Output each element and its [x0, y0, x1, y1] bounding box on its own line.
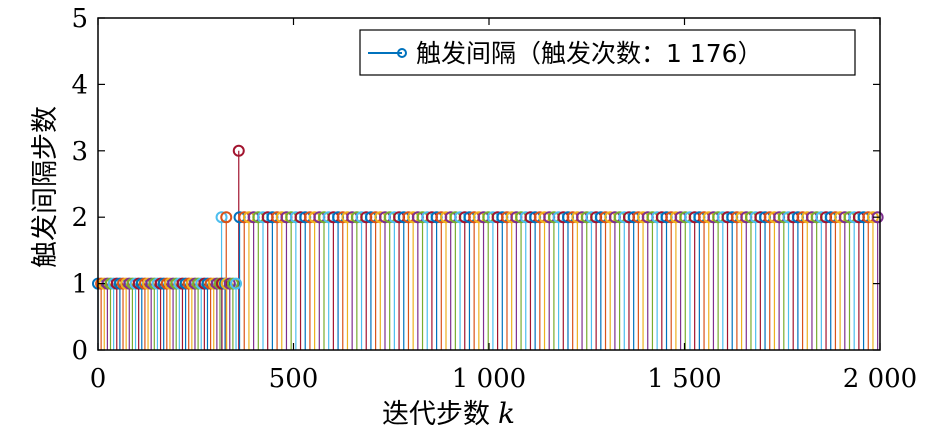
y-tick-label: 1: [71, 270, 88, 300]
x-tick-label: 2 000: [843, 364, 917, 394]
y-tick-label: 3: [71, 137, 88, 167]
stem-marker: [230, 277, 243, 290]
legend: 触发间隔（触发次数：1 176）: [359, 29, 856, 76]
y-tick-labels: 0 1 2 3 4 5: [71, 4, 88, 366]
x-tick-label: 0: [90, 364, 107, 394]
x-axis-label-variable: k: [498, 397, 515, 430]
stem-series: [92, 144, 884, 350]
stem-marker: [215, 211, 228, 224]
legend-box: [359, 29, 856, 76]
x-tick-label: 1 000: [452, 364, 526, 394]
x-axis-label: 迭代步数: [382, 399, 490, 430]
legend-label: 触发间隔（触发次数：1 176）: [416, 39, 763, 68]
stem-marker: [871, 211, 884, 224]
axis-ticks: [97, 17, 881, 351]
y-tick-label: 0: [71, 336, 88, 366]
y-axis-label: 触发间隔步数: [30, 106, 61, 268]
legend-circle-marker: [397, 48, 407, 58]
y-tick-label: 4: [71, 70, 88, 100]
y-tick-label: 5: [71, 4, 88, 34]
stem-marker: [232, 144, 245, 157]
x-tick-label: 1 500: [647, 364, 721, 394]
y-tick-label: 2: [71, 203, 88, 233]
x-tick-label: 500: [269, 364, 319, 394]
stem-marker: [220, 211, 233, 224]
x-tick-labels: 0 500 1 000 1 500 2 000: [90, 364, 917, 394]
